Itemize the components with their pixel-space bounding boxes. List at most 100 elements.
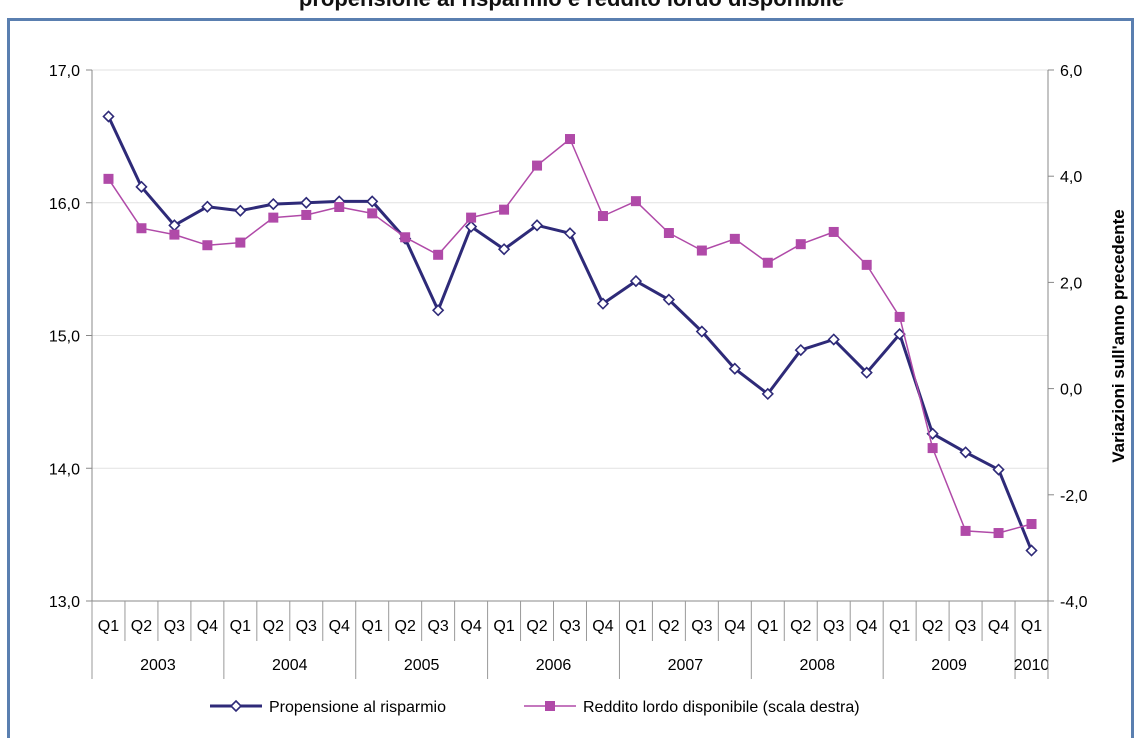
- quarter-label: Q4: [460, 618, 481, 635]
- data-point: [366, 195, 379, 208]
- data-point: [761, 387, 774, 401]
- data-point: [563, 227, 577, 240]
- legend-marker-propensione: [229, 699, 243, 713]
- year-label: 2010: [1014, 657, 1050, 674]
- data-point: [729, 233, 740, 244]
- quarter-label: Q3: [691, 618, 712, 635]
- quarter-label: Q3: [823, 618, 844, 635]
- data-point: [894, 311, 905, 322]
- quarter-label: Q2: [131, 618, 152, 635]
- legend-item-reddito: Reddito lordo disponibile (scala destra): [524, 699, 860, 716]
- data-point: [497, 243, 511, 256]
- year-label: 2006: [536, 657, 572, 674]
- gridlines: [92, 69, 1048, 469]
- series-1: [103, 134, 1037, 539]
- data-point: [300, 196, 313, 209]
- quarter-label: Q1: [625, 618, 646, 635]
- data-point: [828, 226, 839, 237]
- year-label: 2005: [404, 657, 440, 674]
- data-point: [466, 212, 477, 223]
- data-point: [432, 304, 445, 317]
- left-tick-label: 13,0: [49, 594, 80, 611]
- quarter-label: Q1: [889, 618, 910, 635]
- data-point: [268, 212, 279, 223]
- right-tick-label: 6,0: [1060, 63, 1082, 80]
- quarter-label: Q4: [724, 618, 745, 635]
- page-title: propensione al risparmio e reddito lordo…: [0, 0, 1143, 12]
- quarter-label: Q2: [395, 618, 416, 635]
- quarter-label: Q4: [592, 618, 613, 635]
- quarter-label: Q2: [922, 618, 943, 635]
- data-point: [1025, 544, 1038, 557]
- quarter-label: Q3: [296, 618, 317, 635]
- data-point: [234, 204, 247, 217]
- legend-item-propensione: Propensione al risparmio: [210, 699, 446, 716]
- data-point: [794, 343, 807, 357]
- legend-marker-reddito: [545, 701, 555, 711]
- quarter-label: Q2: [790, 618, 811, 635]
- data-point: [596, 297, 610, 310]
- data-point: [136, 223, 147, 234]
- data-point: [135, 180, 148, 193]
- data-point: [1026, 519, 1037, 530]
- data-point: [762, 257, 773, 268]
- data-point: [728, 362, 741, 375]
- data-point: [202, 240, 213, 251]
- x-axis-quarter-labels: Q1 Q2 Q3 Q4 Q1 Q2 Q3 Q4 Q1 Q2 Q3 Q4 Q1 Q2 Q3 Q4 Q1 Q2 Q3 Q4…: [91, 601, 1049, 641]
- x-axis-year-labels: 2003 2004 2005 2006 2007 2008 2009 2010: [91, 641, 1050, 679]
- data-point: [695, 325, 708, 338]
- data-point: [433, 249, 444, 260]
- data-point: [663, 228, 674, 239]
- data-point: [565, 134, 575, 145]
- series: [102, 110, 1038, 557]
- data-point: [960, 525, 971, 536]
- quarter-label: Q1: [230, 618, 251, 635]
- left-tick-label: 17,0: [49, 63, 80, 80]
- quarter-label: Q2: [526, 618, 547, 635]
- quarter-label: Q4: [856, 618, 877, 635]
- left-axis-ticks: 13,0 14,0 15,0 16,0 17,0: [49, 63, 92, 611]
- data-point: [499, 204, 510, 215]
- right-axis-ticks: -4,0 -2,0 0,0 2,0 4,0 6,0: [1048, 63, 1088, 611]
- data-point: [629, 274, 643, 288]
- data-point: [860, 366, 873, 379]
- quarter-label: Q3: [559, 618, 580, 635]
- quarter-label: Q1: [757, 618, 778, 635]
- quarter-label: Q2: [658, 618, 679, 635]
- year-label: 2008: [799, 657, 835, 674]
- data-point: [169, 229, 180, 240]
- quarter-label: Q4: [329, 618, 350, 635]
- quarter-label: Q4: [988, 618, 1009, 635]
- quarter-label: Q4: [197, 618, 218, 635]
- data-point: [201, 200, 214, 213]
- left-tick-label: 15,0: [49, 329, 80, 346]
- data-point: [662, 293, 676, 306]
- quarter-label: Q1: [98, 618, 119, 635]
- right-tick-label: -2,0: [1060, 488, 1088, 505]
- year-label: 2003: [140, 657, 176, 674]
- legend-label-reddito: Reddito lordo disponibile (scala destra): [583, 699, 860, 716]
- year-label: 2009: [931, 657, 967, 674]
- data-point: [927, 443, 938, 454]
- quarter-label: Q1: [1021, 618, 1042, 635]
- quarter-label: Q1: [362, 618, 383, 635]
- data-point: [530, 219, 544, 232]
- quarter-label: Q3: [164, 618, 185, 635]
- data-point: [102, 110, 115, 123]
- quarter-label: Q1: [493, 618, 514, 635]
- data-point: [696, 245, 707, 256]
- year-label: 2004: [272, 657, 308, 674]
- data-point: [795, 239, 806, 250]
- legend-label-propensione: Propensione al risparmio: [269, 699, 446, 716]
- data-point: [861, 259, 872, 270]
- data-point: [993, 528, 1004, 539]
- data-point: [597, 211, 608, 222]
- data-point: [267, 197, 280, 211]
- data-point: [959, 446, 972, 459]
- quarter-label: Q2: [263, 618, 284, 635]
- right-tick-label: -4,0: [1060, 594, 1088, 611]
- data-point: [532, 160, 543, 171]
- data-point: [464, 220, 478, 233]
- data-point: [301, 209, 312, 220]
